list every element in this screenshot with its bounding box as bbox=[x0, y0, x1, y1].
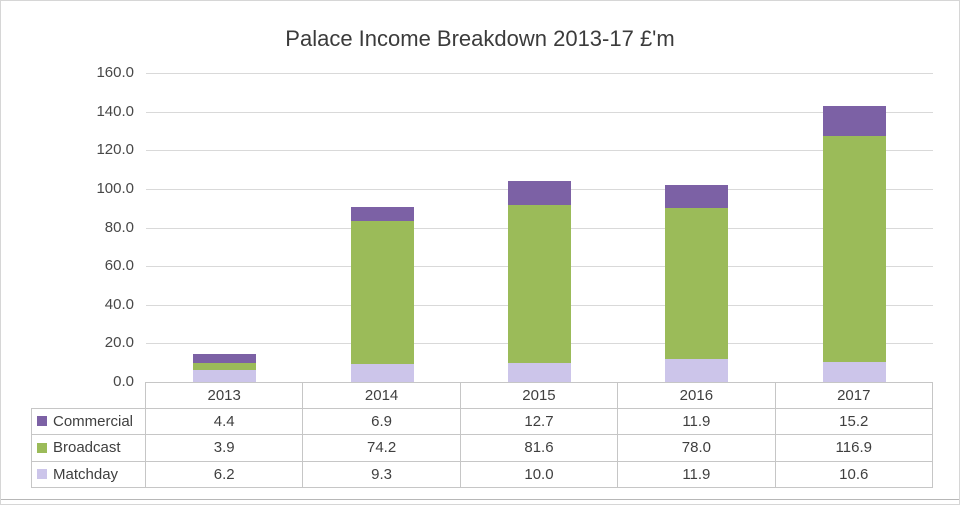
plot-area bbox=[146, 73, 933, 382]
bar-2014 bbox=[350, 207, 414, 382]
x-axis-category-label: 2013 bbox=[146, 382, 304, 409]
x-axis-category-label: 2015 bbox=[460, 382, 619, 409]
table-value-cell: 10.6 bbox=[775, 461, 933, 488]
y-axis-tick-label: 20.0 bbox=[104, 334, 134, 352]
bar-segment-matchday bbox=[665, 359, 729, 382]
y-axis-tick-label: 40.0 bbox=[104, 295, 134, 313]
y-axis: 0.0 20.0 40.0 60.0 80.0 100.0 120.0 140.0 160.0 bbox=[1, 64, 134, 390]
bar-2016 bbox=[665, 185, 729, 382]
bar-segment-matchday bbox=[822, 361, 886, 382]
bar-segment-commercial bbox=[822, 106, 886, 136]
series-name-label: Commercial bbox=[53, 412, 134, 430]
bar-segment-matchday bbox=[508, 362, 571, 382]
x-axis-category-label: 2016 bbox=[618, 382, 776, 409]
table-value-cell: 3.9 bbox=[146, 435, 304, 462]
legend-row-header-commercial: Commercial bbox=[31, 408, 146, 435]
y-axis-tick-label: 80.0 bbox=[104, 218, 134, 236]
y-axis-tick-label: 100.0 bbox=[96, 179, 134, 197]
bar-segment-broadcast bbox=[350, 220, 414, 365]
legend-swatch-commercial bbox=[37, 416, 47, 427]
bar-2017 bbox=[822, 106, 886, 382]
bar-2013 bbox=[193, 354, 257, 382]
table-value-cell: 15.2 bbox=[775, 408, 933, 435]
y-axis-tick-label: 160.0 bbox=[96, 64, 134, 81]
bar-segment-broadcast bbox=[508, 205, 571, 363]
bottom-gridline bbox=[1, 499, 959, 500]
table-value-cell: 4.4 bbox=[146, 408, 304, 435]
legend-row-header-broadcast: Broadcast bbox=[31, 435, 146, 462]
table-value-cell: 9.3 bbox=[303, 461, 461, 488]
y-axis-tick-label: 0.0 bbox=[113, 373, 134, 390]
gridline bbox=[146, 111, 933, 113]
legend-row-header-matchday: Matchday bbox=[31, 461, 146, 488]
y-axis-tick-label: 140.0 bbox=[96, 102, 134, 120]
table-value-cell: 10.0 bbox=[460, 461, 619, 488]
bar-segment-commercial bbox=[350, 207, 414, 221]
bar-segment-matchday bbox=[350, 364, 414, 382]
series-name-label: Matchday bbox=[53, 465, 119, 483]
series-name-label: Broadcast bbox=[53, 439, 121, 457]
table-value-cell: 11.9 bbox=[618, 461, 776, 488]
y-axis-tick-label: 60.0 bbox=[104, 257, 134, 275]
gridline bbox=[146, 150, 933, 152]
gridline bbox=[146, 73, 933, 74]
table-value-cell: 74.2 bbox=[303, 435, 461, 462]
table-value-cell: 116.9 bbox=[775, 435, 933, 462]
bar-segment-commercial bbox=[508, 180, 571, 206]
bar-2015 bbox=[508, 180, 571, 382]
x-axis-category-label: 2014 bbox=[303, 382, 461, 409]
x-axis-category-label: 2017 bbox=[775, 382, 933, 409]
table-value-cell: 6.9 bbox=[303, 408, 461, 435]
table-value-cell: 78.0 bbox=[618, 435, 776, 462]
y-axis-tick-label: 120.0 bbox=[96, 141, 134, 159]
legend-swatch-matchday bbox=[37, 469, 47, 480]
legend-swatch-broadcast bbox=[37, 442, 47, 453]
table-value-cell: 12.7 bbox=[460, 408, 619, 435]
chart-title: Palace Income Breakdown 2013-17 £'m bbox=[285, 26, 675, 51]
bar-segment-broadcast bbox=[822, 135, 886, 362]
bar-segment-commercial bbox=[193, 354, 257, 363]
bar-segment-commercial bbox=[665, 185, 729, 209]
bar-segment-broadcast bbox=[193, 362, 257, 371]
table-value-cell: 11.9 bbox=[618, 408, 776, 435]
table-value-cell: 6.2 bbox=[146, 461, 304, 488]
table-stub-cell bbox=[31, 382, 146, 409]
table-value-cell: 81.6 bbox=[460, 435, 619, 462]
bar-segment-broadcast bbox=[665, 208, 729, 360]
bar-segment-matchday bbox=[193, 370, 257, 382]
data-table: 2013 2014 2015 2016 2017 Commercial 4.4 6.9 12.7… bbox=[31, 382, 933, 488]
